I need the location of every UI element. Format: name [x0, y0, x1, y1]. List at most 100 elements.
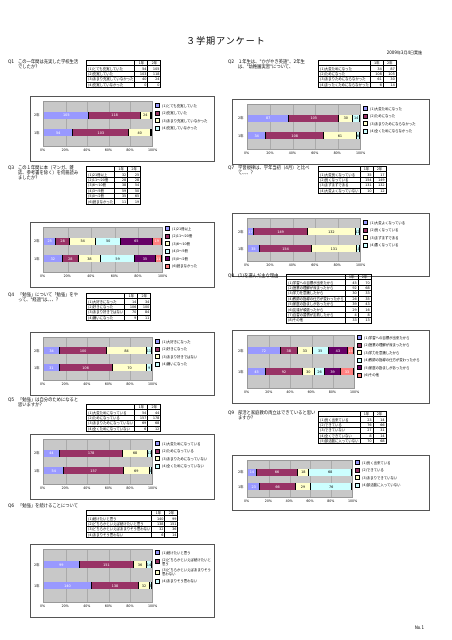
- gridline: [315, 219, 317, 261]
- legend-label: (4)部活動に入っていない: [362, 483, 401, 488]
- gridline: [87, 338, 89, 380]
- gridline: [269, 336, 271, 388]
- legend-swatch: [363, 227, 368, 233]
- legend-label: (3)どちらかといえばあまりそう思わない: [162, 568, 211, 577]
- x-tick-label: 60%: [311, 263, 319, 267]
- gridline: [130, 338, 132, 380]
- legend-label: (2)良くなっている: [370, 228, 399, 233]
- x-tick-label: 80%: [333, 151, 341, 155]
- legend-item: (2)良くなっている: [363, 227, 405, 233]
- bar-segment: 45: [248, 368, 266, 376]
- bar-segment: 11: [146, 347, 152, 355]
- table-row: (4)嫌いになった 9 11: [85, 314, 152, 321]
- q2-number: Q2: [228, 60, 235, 65]
- x-tick-label: 20%: [61, 604, 69, 608]
- q1-bar2: 105 118 24: [44, 111, 152, 119]
- row-label: (4)充実していなかった: [85, 81, 136, 88]
- bar-segment: 43: [328, 347, 349, 355]
- gridline: [315, 105, 317, 149]
- x-tick-label: 0%: [40, 604, 46, 608]
- q5-question: 「勉強」は自分のためになると思いますか？: [18, 398, 79, 409]
- legend-label: (5)0〜2冊: [172, 256, 188, 261]
- row-label: (3)あまりためにならなかった: [318, 76, 371, 83]
- legend-item: (1)とても充実していた: [155, 103, 207, 108]
- year-label: 1年: [238, 369, 244, 374]
- value-year1: 0: [134, 81, 149, 88]
- q6-number: Q6: [8, 504, 15, 509]
- x-tick-label: 0%: [244, 390, 250, 394]
- q7-chart: 1714913212 3515413110 (1)大変よくなっている (2)良くなっ…: [232, 213, 430, 277]
- value-year1: 33: [344, 317, 359, 324]
- bar-segment: 103: [73, 129, 130, 137]
- legend-label: (1)大変ためになった: [370, 106, 402, 111]
- bar-segment: 19: [152, 237, 162, 245]
- x-tick-label: 60%: [104, 382, 112, 386]
- q6-table: 1年 2年 (1)続けたいと思う 140 99 (2)どちらかといえば続けたいと思う 138…: [85, 509, 179, 538]
- q5-table: 1年 2年 (1)大変ためになっている 54 44 (2)ためになっている 157 178 (3…: [85, 403, 162, 432]
- x-tick-label: 20%: [264, 499, 272, 503]
- legend-label: (3)あまりできていない: [362, 475, 398, 480]
- bar-segment: 99: [44, 561, 80, 569]
- bar-segment: 29: [295, 483, 312, 491]
- q4-chart: 34 100 84 11 31 106 70 9 (1)大好きになった (2)好きになった (3)…: [30, 332, 215, 396]
- legend-label: (3)あまりためになっていない: [162, 456, 208, 461]
- legend-swatch: [357, 342, 362, 348]
- table-row: (8)その他 33 13: [286, 317, 372, 324]
- q1-table: 1年 2年 (1)とても充実していた 54 105 (2)充実していた 103 118 (3)あ…: [85, 59, 162, 88]
- q2-chart: 87 105 30 14 34 108 61 6 (1)大変ためになった (2)ためになった (3…: [232, 99, 430, 165]
- bar-segment: 40: [129, 129, 151, 137]
- legend-item: (2)授業の理解が深まったから: [357, 342, 420, 348]
- legend-swatch: [355, 482, 360, 488]
- legend-item: (4)部活動に入っていない: [355, 482, 401, 488]
- gridline: [311, 336, 313, 388]
- row-label: (5)部活動に入っていない: [318, 437, 361, 445]
- legend-item: (4)全くためにならなかった: [363, 128, 416, 134]
- table-row: (4)まったくためにならなかった 6 14: [318, 81, 397, 88]
- bar-segment: 54: [69, 237, 97, 245]
- q4-question: 「勉強」について「勉強」をやって、"経過"は、、、？: [18, 293, 79, 304]
- table-row: (4)充実していなかった 0 0: [85, 81, 162, 88]
- year-label: 1年: [34, 256, 40, 261]
- bar-segment: 35: [248, 245, 260, 253]
- value-year1: 11: [114, 198, 129, 205]
- q4-number: Q4: [8, 293, 15, 298]
- legend-label: (2)授業の理解が深まったから: [364, 343, 410, 348]
- bar-segment: 154: [259, 245, 313, 253]
- gridline: [114, 228, 116, 272]
- gridline: [87, 440, 89, 484]
- bar-segment: 38: [280, 347, 298, 355]
- legend-label: (1)続けたいと思う: [162, 550, 191, 555]
- legend-swatch: [155, 463, 160, 469]
- q3-bar1: 32 28 38 59 35 11: [44, 255, 162, 263]
- value-year1: 6: [151, 531, 166, 538]
- bar-segment: 12: [355, 228, 360, 236]
- q7-table: 1年 2年 (1)大変良くなっている 35 17 (2)良くなっている 154 149 (3)ま…: [318, 165, 387, 194]
- bar-segment: 17: [248, 228, 255, 236]
- gridline: [108, 440, 110, 484]
- legend-item: (3)学力を意識したから: [357, 350, 420, 356]
- bar-segment: 6: [149, 582, 152, 590]
- q4-bar1: 31 106 70 9: [44, 364, 152, 372]
- year-label: 2年: [34, 451, 40, 456]
- legend-label: (6)その他: [364, 373, 379, 378]
- legend-swatch: [155, 569, 160, 575]
- legend-label: (2)充実していた: [162, 111, 188, 116]
- q4-bar2: 34 100 84 11: [44, 347, 152, 355]
- row-label: (8)その他: [286, 317, 346, 324]
- value-year2: 12: [147, 425, 162, 432]
- legend-label: (4)教師の指導の仕方が変わったから: [364, 358, 420, 363]
- legend-label: (3)まずまずである: [370, 235, 399, 240]
- x-tick-label: 0%: [244, 499, 250, 503]
- q2-question: １年生は、"かがやき英語"、2年生は、"幼稚園実習"について、: [238, 60, 305, 71]
- year-label: 1年: [34, 583, 40, 588]
- legend-label: (1)良く出来ている: [362, 460, 391, 465]
- bar-segment: 44: [44, 449, 60, 457]
- bar-segment: 151: [79, 561, 134, 569]
- gridline: [337, 105, 339, 149]
- legend-swatch: [155, 103, 160, 108]
- bar-segment: 33: [297, 347, 313, 355]
- legend-swatch: [357, 357, 362, 363]
- value-year2: 13: [357, 317, 372, 324]
- x-tick-label: 100%: [148, 486, 158, 490]
- legend-label: (1)大好きになった: [162, 339, 191, 344]
